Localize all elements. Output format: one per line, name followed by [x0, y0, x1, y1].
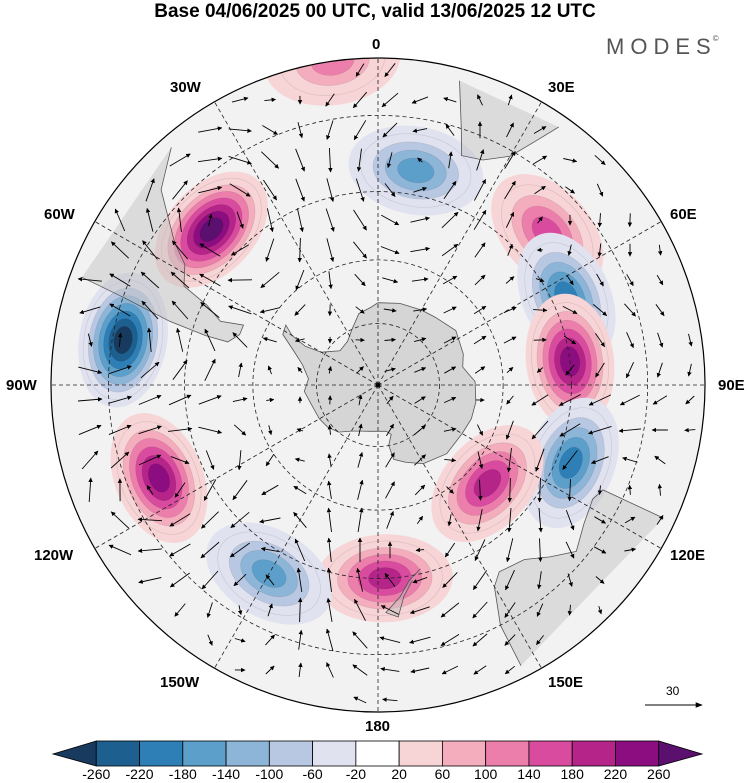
lon-label-30w: 30W: [170, 79, 201, 96]
colorbar-tick: -180: [168, 766, 197, 782]
anomaly-cell-c8: [206, 522, 332, 625]
lon-label-0: 0: [372, 36, 381, 53]
colorbar-tick: 220: [603, 766, 628, 782]
brand-logo: MODES©: [606, 34, 719, 60]
anomaly-cell-c10: [78, 272, 168, 408]
reference-vector-label: 30: [666, 684, 680, 698]
colorbar-tick: 20: [391, 766, 407, 782]
lon-label-150e: 150E: [548, 674, 584, 691]
anomaly-cell-c1: [348, 125, 484, 216]
colorbar-tick: 140: [517, 766, 541, 782]
colorbar-tick: -140: [212, 766, 241, 782]
anomaly-cell-c9: [110, 413, 208, 543]
colorbar: [51, 740, 704, 767]
lon-label-180: 180: [365, 718, 391, 735]
lon-label-150w: 150W: [160, 674, 200, 691]
colorbar-tick: -60: [302, 766, 323, 782]
graticule: [51, 58, 705, 712]
anomaly-cell-c11: [154, 171, 268, 288]
lon-label-60e: 60E: [670, 206, 697, 223]
lon-label-90w: 90W: [6, 377, 37, 394]
colorbar-tick: -20: [345, 766, 366, 782]
colorbar-tick: 180: [560, 766, 584, 782]
colorbar-tick: 60: [434, 766, 451, 782]
copyright-mark: ©: [712, 34, 719, 43]
colorbar-tick: -220: [125, 766, 154, 782]
anomaly-cell-c5: [522, 397, 619, 529]
colorbar-tick: -260: [82, 766, 111, 782]
anomaly-cell-c6: [431, 425, 544, 543]
brand-text: MODES: [606, 34, 717, 59]
map-title: Base 04/06/2025 00 UTC, valid 13/06/2025…: [154, 1, 596, 22]
map-border: [50, 57, 706, 713]
colorbar-tick: 100: [473, 766, 498, 782]
wind-vectors: [77, 63, 696, 704]
lon-label-30e: 30E: [548, 79, 575, 96]
lon-label-120e: 120E: [670, 547, 706, 564]
lon-label-60w: 60W: [44, 206, 75, 223]
colorbar-tick: -100: [255, 766, 284, 782]
colorbar-tick: 260: [647, 766, 671, 782]
lon-label-120w: 120W: [34, 547, 74, 564]
anomaly-field: [78, 58, 619, 625]
lon-label-90e: 90E: [718, 377, 745, 394]
